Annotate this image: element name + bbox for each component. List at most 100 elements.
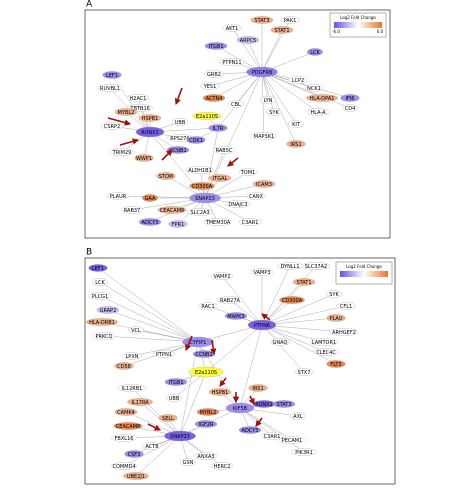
- node-label: IRS1: [252, 386, 263, 392]
- node: [210, 272, 234, 280]
- node-label: HSPB1: [142, 116, 159, 122]
- edge: [261, 265, 317, 326]
- node-label: FPR1: [172, 222, 185, 228]
- node-label: CANX: [249, 194, 264, 200]
- node: [217, 296, 243, 304]
- node: [142, 442, 162, 450]
- node: [135, 126, 165, 138]
- edge: [261, 71, 351, 99]
- node: [88, 264, 108, 272]
- node-label: ITGB1: [208, 44, 223, 50]
- node-label: CD300A: [192, 184, 213, 190]
- panel-label: B: [86, 248, 92, 258]
- edge: [239, 407, 305, 453]
- node-label: DNAJC3: [228, 202, 247, 208]
- node-label: IFI6: [345, 96, 354, 102]
- node: [288, 120, 304, 128]
- node-label: ACTB: [145, 444, 159, 450]
- node-label: SLC37A2: [305, 264, 327, 270]
- node: [204, 70, 224, 78]
- node-label: TRIM29: [112, 150, 132, 156]
- node: [225, 402, 255, 414]
- legend: Log2 Fold Change -6.0 6.0: [329, 12, 387, 38]
- edge: [107, 309, 199, 343]
- node-label: ICAM3: [256, 182, 272, 188]
- node-label: LAMTOR1: [312, 340, 336, 346]
- node-label: LCK: [310, 50, 320, 56]
- node: [127, 398, 153, 406]
- node: [291, 448, 317, 456]
- node-label: UBB: [169, 396, 180, 402]
- node-label: CD300A: [282, 298, 303, 304]
- node: [260, 96, 276, 104]
- node: [326, 360, 346, 368]
- node: [189, 192, 221, 204]
- node: [228, 100, 244, 108]
- node-label: FBXL16: [115, 436, 134, 442]
- node: [202, 94, 226, 102]
- node: [194, 420, 218, 428]
- node-label: ALDH1B1: [188, 168, 212, 174]
- node: [142, 194, 158, 202]
- node: [117, 384, 147, 392]
- edge: [217, 71, 263, 129]
- node: [313, 348, 339, 356]
- node-label: HLA-A: [310, 110, 326, 116]
- node-label: CAMK4: [117, 410, 135, 416]
- node: [270, 26, 294, 34]
- node-label: AXL: [293, 414, 303, 420]
- edge: [235, 71, 263, 105]
- node-label: CD4: [345, 106, 356, 112]
- node-label: CCNB1: [195, 352, 212, 358]
- node-label: UBB: [175, 120, 186, 126]
- node: [114, 408, 138, 416]
- node-label: C3AR1: [242, 220, 259, 226]
- node-label: ZBTB16: [130, 106, 150, 112]
- node: [157, 206, 187, 214]
- node-label: MAP3K1: [254, 134, 274, 140]
- node-label: RUVBL1: [100, 86, 120, 92]
- node-label: C3AR1: [264, 434, 281, 440]
- node: [164, 430, 196, 442]
- edge: [123, 435, 181, 467]
- edge: [135, 435, 181, 477]
- node: [92, 278, 108, 286]
- node: [279, 296, 305, 304]
- node: [246, 66, 278, 78]
- node: [152, 350, 176, 358]
- node-label: TMEM30A: [205, 220, 231, 226]
- node: [224, 312, 248, 320]
- node: [187, 208, 213, 216]
- node: [192, 112, 222, 120]
- node: [96, 306, 120, 314]
- node: [306, 108, 330, 116]
- node: [204, 42, 228, 50]
- node: [326, 314, 346, 322]
- edge: [131, 387, 181, 437]
- node: [208, 174, 232, 182]
- node-label: CDK1: [189, 138, 203, 144]
- panel-frame: [84, 257, 396, 485]
- node-label: VAMP3: [253, 270, 270, 276]
- edge: [261, 71, 275, 113]
- node-label: IL7R: [213, 126, 224, 132]
- node-label: VCL: [131, 328, 141, 334]
- node: [247, 319, 277, 331]
- panel-label: A: [86, 0, 93, 10]
- node-label: RAB27A: [220, 298, 240, 304]
- node: [306, 94, 338, 102]
- node: [290, 412, 306, 420]
- node: [210, 462, 234, 470]
- node: [270, 338, 290, 346]
- node-label: E2a110S: [195, 370, 217, 376]
- edge: [179, 371, 207, 437]
- edge: [179, 341, 199, 437]
- node-label: PDGFRB: [252, 70, 273, 76]
- node: [307, 48, 323, 56]
- node-label: GRB2: [207, 72, 221, 78]
- edge: [99, 281, 199, 343]
- node: [238, 426, 262, 434]
- node-label: STAT1: [274, 28, 289, 34]
- node: [246, 192, 266, 200]
- node: [120, 206, 144, 214]
